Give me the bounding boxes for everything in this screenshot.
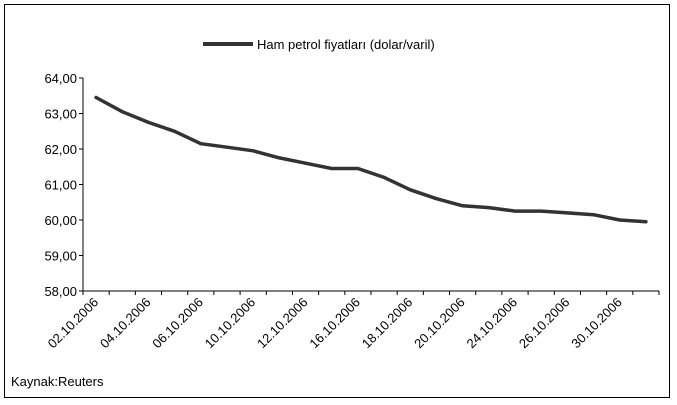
x-tick-label: 16.10.2006 xyxy=(306,295,363,352)
data-point xyxy=(304,161,308,165)
x-tick-label: 20.10.2006 xyxy=(411,295,468,352)
data-point xyxy=(644,220,648,224)
series-line xyxy=(94,95,648,224)
x-tick-label: 04.10.2006 xyxy=(97,295,154,352)
data-point xyxy=(199,142,203,146)
legend-label: Ham petrol fiyatları (dolar/varil) xyxy=(257,37,435,52)
y-tick-label: 63,00 xyxy=(44,107,77,122)
data-point xyxy=(382,175,386,179)
x-tick-label: 06.10.2006 xyxy=(149,295,206,352)
x-tick-label: 18.10.2006 xyxy=(359,295,416,352)
y-axis: 64,00 63,00 62,00 61,00 60,00 59,00 58,00 xyxy=(44,71,84,299)
data-point xyxy=(487,206,491,210)
data-point xyxy=(408,188,412,192)
x-tick-label: 02.10.2006 xyxy=(45,295,102,352)
data-point xyxy=(120,110,124,114)
y-tick-label: 58,00 xyxy=(44,284,77,299)
chart-svg: Ham petrol fiyatları (dolar/varil) 64,00… xyxy=(11,37,660,389)
x-tick-label: 26.10.2006 xyxy=(516,295,573,352)
y-tick-label: 61,00 xyxy=(44,178,77,193)
x-tick-label: 30.10.2006 xyxy=(568,295,625,352)
x-axis: 02.10.200604.10.200606.10.200610.10.2006… xyxy=(45,290,660,352)
plot-area xyxy=(94,95,648,224)
data-point xyxy=(513,209,517,213)
data-point xyxy=(539,209,543,213)
y-tick-label: 60,00 xyxy=(44,213,77,228)
data-point xyxy=(173,129,177,133)
source-note: Kaynak:Reuters xyxy=(11,374,104,389)
data-point xyxy=(146,120,150,124)
y-tick-label: 62,00 xyxy=(44,142,77,157)
data-point xyxy=(277,156,281,160)
y-tick-label: 64,00 xyxy=(44,71,77,86)
x-tick-label: 24.10.2006 xyxy=(463,295,520,352)
data-point xyxy=(565,211,569,215)
data-point xyxy=(356,167,360,171)
data-point xyxy=(592,213,596,217)
data-point xyxy=(618,218,622,222)
chart-frame: Ham petrol fiyatları (dolar/varil) 64,00… xyxy=(4,4,670,398)
x-tick-label: 10.10.2006 xyxy=(202,295,259,352)
legend: Ham petrol fiyatları (dolar/varil) xyxy=(203,37,435,52)
data-point xyxy=(251,149,255,153)
x-tick-label: 12.10.2006 xyxy=(254,295,311,352)
data-point xyxy=(225,145,229,149)
y-tick-label: 59,00 xyxy=(44,249,77,264)
data-point xyxy=(434,197,438,201)
data-point xyxy=(94,96,98,100)
data-point xyxy=(461,204,465,208)
data-point xyxy=(330,167,334,171)
